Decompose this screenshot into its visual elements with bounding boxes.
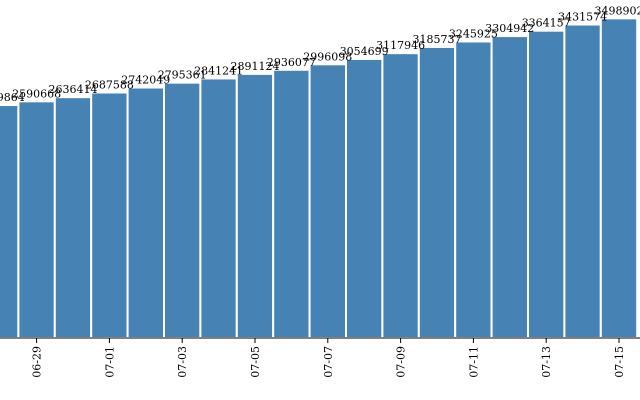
value-label-07-13: 3364157	[522, 17, 571, 30]
value-label-07-14: 3431574	[558, 11, 607, 24]
value-label-06-30: 2636414	[49, 83, 98, 96]
x-tick-label-07-09: 07-09	[395, 346, 408, 378]
bar-07-06	[272, 68, 311, 339]
bar-07-10	[417, 45, 457, 340]
bar-06-29	[17, 100, 56, 339]
x-tick-label-07-03: 07-03	[176, 346, 189, 378]
bar-07-15	[599, 17, 639, 339]
bar-07-08	[345, 57, 384, 339]
value-label-07-10: 3185737	[413, 33, 462, 46]
x-tick-label-07-05: 07-05	[249, 346, 262, 378]
bar-07-09	[381, 52, 420, 340]
bars-group	[0, 17, 639, 340]
value-labels-group: 2549864259066826364142687588274204927953…	[0, 4, 640, 104]
x-ticks-group: 06-29 07-01 07-03 07-05 07-07 07-09 07-11 07-13…	[31, 338, 626, 378]
bar-06-28	[0, 104, 20, 339]
value-label-07-04: 2841241	[194, 64, 243, 77]
value-label-06-28: 2549864	[0, 91, 25, 104]
value-label-07-12: 3304942	[485, 22, 534, 35]
bar-06-30	[53, 96, 93, 339]
bar-07-13	[527, 29, 566, 339]
x-tick-label-07-01: 07-01	[103, 346, 116, 378]
value-label-07-06: 2936077	[267, 56, 316, 69]
bar-07-12	[490, 35, 530, 339]
x-tick-label-07-07: 07-07	[322, 346, 335, 378]
value-label-07-08: 3054699	[340, 45, 389, 58]
value-label-07-01: 2687588	[85, 78, 134, 91]
value-label-07-05: 2891124	[231, 60, 280, 73]
value-label-07-03: 2795361	[158, 69, 207, 82]
value-label-07-09: 3117946	[376, 39, 425, 52]
x-tick-label-06-29: 06-29	[31, 346, 44, 378]
bar-07-04	[199, 77, 238, 339]
value-label-07-02: 2742049	[121, 74, 170, 87]
bar-07-11	[454, 40, 493, 339]
x-tick-label-07-11: 07-11	[467, 346, 480, 378]
bar-07-01	[90, 91, 129, 340]
x-tick-label-07-13: 07-13	[540, 346, 553, 378]
bar-07-14	[563, 23, 602, 339]
bar-07-02	[126, 86, 165, 339]
x-tick-label-07-15: 07-15	[613, 346, 626, 378]
bar-07-03	[163, 81, 202, 339]
value-label-07-15: 3498902	[595, 4, 640, 17]
bar-07-05	[235, 72, 275, 340]
value-label-07-11: 3245925	[449, 27, 498, 40]
bar-07-07	[308, 63, 348, 339]
value-label-07-07: 2996098	[303, 50, 352, 63]
value-label-06-29: 2590668	[12, 87, 61, 100]
